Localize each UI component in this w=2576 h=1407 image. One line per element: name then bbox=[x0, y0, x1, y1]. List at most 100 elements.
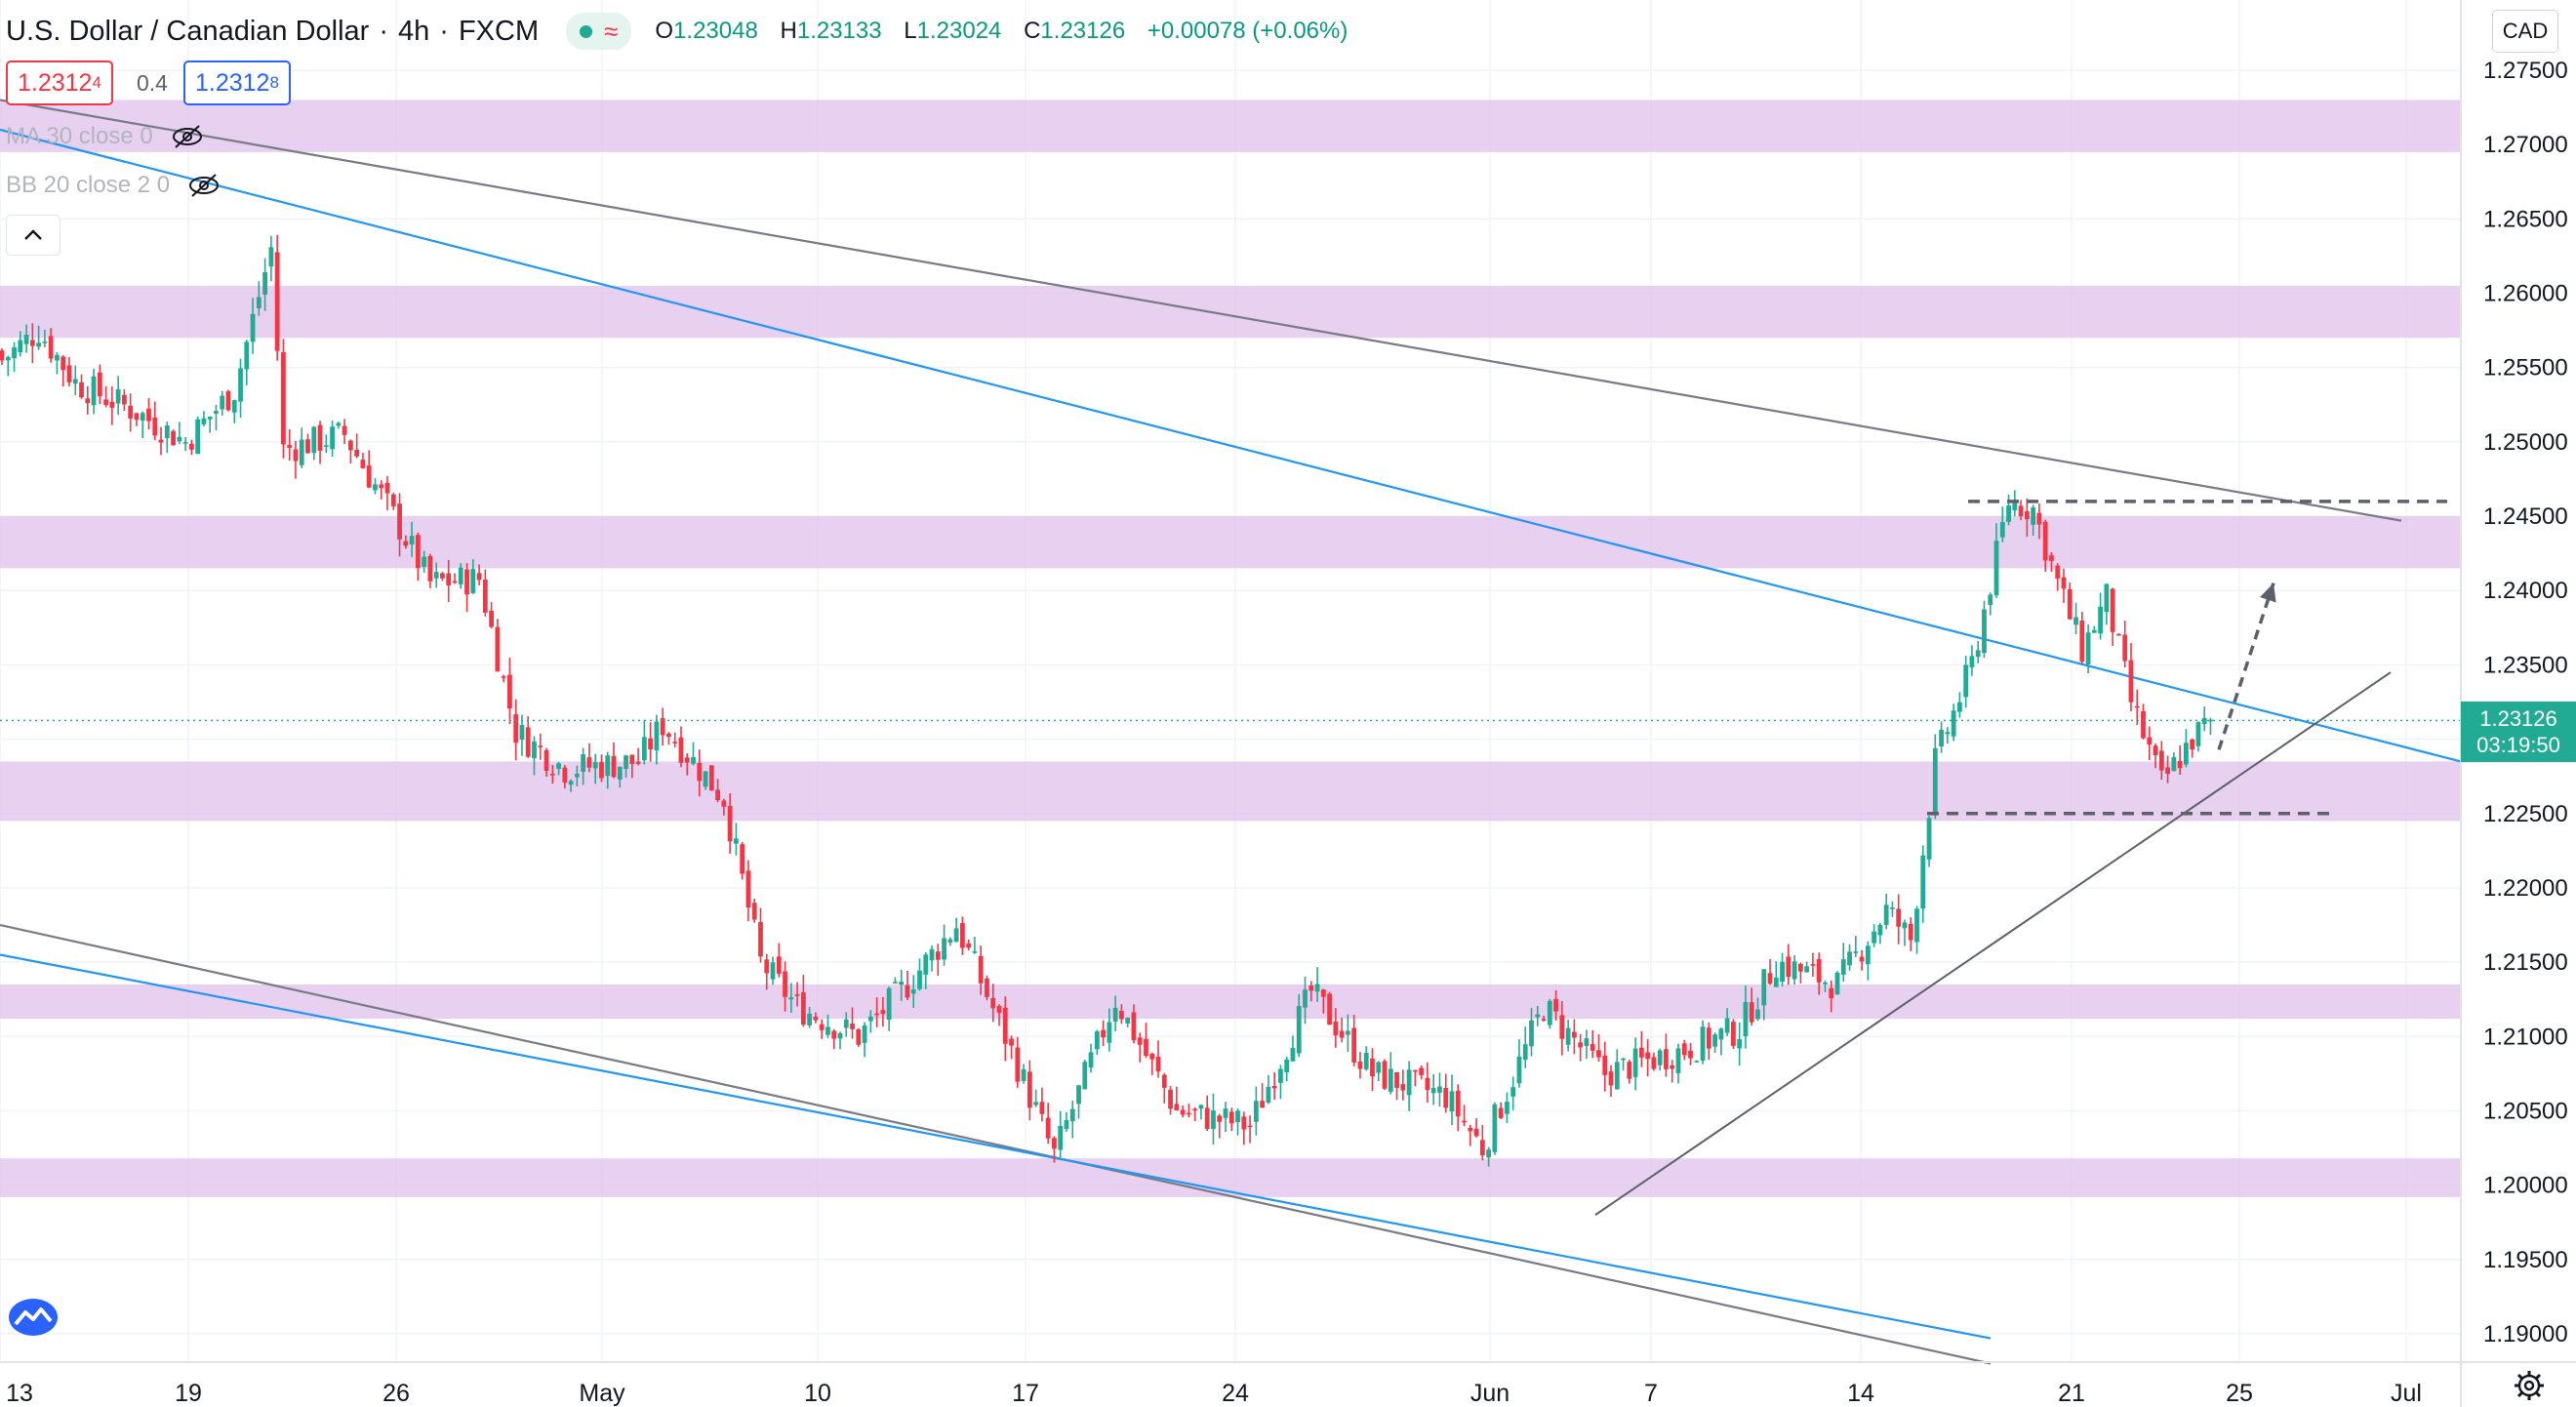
interval-label[interactable]: 4h bbox=[398, 15, 430, 47]
chevron-up-icon bbox=[24, 229, 42, 240]
candle-up bbox=[2031, 507, 2036, 525]
candle-down bbox=[1052, 1138, 1057, 1149]
candle-down bbox=[2042, 521, 2048, 561]
gear-icon[interactable] bbox=[2514, 1370, 2545, 1401]
buy-price-button[interactable]: 1.2312 8 bbox=[183, 60, 291, 105]
candle-down bbox=[354, 449, 360, 457]
candle-up bbox=[886, 987, 892, 1021]
x-tick-label: 21 bbox=[2058, 1380, 2085, 1407]
candle-up bbox=[1932, 747, 1938, 816]
collapse-legend-button[interactable] bbox=[6, 215, 60, 256]
candle-down bbox=[1144, 1038, 1148, 1057]
candle-up bbox=[703, 771, 708, 787]
currency-button[interactable]: CAD bbox=[2492, 10, 2558, 53]
candle-down bbox=[1204, 1107, 1210, 1129]
candle-up bbox=[2183, 743, 2189, 765]
candle-down bbox=[1578, 1042, 1584, 1048]
candle-up bbox=[1584, 1038, 1590, 1047]
chart-grid bbox=[0, 0, 2461, 1362]
candle-up bbox=[807, 1013, 813, 1025]
candle-up bbox=[1621, 1058, 1626, 1061]
candle-down bbox=[379, 484, 384, 489]
candle-down bbox=[672, 742, 678, 744]
candle-up bbox=[2201, 717, 2207, 725]
candle-up bbox=[1657, 1050, 1663, 1065]
candle-up bbox=[2195, 722, 2201, 746]
candle-down bbox=[97, 372, 102, 397]
candle-up bbox=[1865, 945, 1871, 965]
candle-down bbox=[1816, 959, 1822, 983]
ask-price: 1.2312 bbox=[195, 68, 270, 97]
candle-down bbox=[525, 727, 531, 757]
market-status[interactable]: ≈ bbox=[566, 13, 632, 50]
candle-down bbox=[66, 365, 72, 382]
candle-down bbox=[513, 714, 519, 744]
candle-down bbox=[2036, 512, 2042, 525]
y-tick-label: 1.20000 bbox=[2483, 1173, 2568, 1199]
candle-down bbox=[1168, 1089, 1173, 1109]
candle-down bbox=[1645, 1052, 1651, 1060]
candle-down bbox=[415, 535, 421, 569]
candle-down bbox=[360, 460, 366, 468]
candle-up bbox=[1198, 1105, 1204, 1109]
candle-down bbox=[2141, 710, 2146, 739]
wave-icon: ≈ bbox=[604, 17, 619, 46]
candle-down bbox=[1394, 1071, 1399, 1088]
candle-up bbox=[1982, 609, 1987, 654]
eye-hidden-icon[interactable] bbox=[187, 173, 221, 198]
sr-zone bbox=[0, 761, 2461, 822]
sell-price-button[interactable]: 1.2312 4 bbox=[6, 60, 113, 105]
candle-up bbox=[1235, 1110, 1240, 1122]
ohlc-values: O1.23048 H1.23133 L1.23024 C1.23126 +0.0… bbox=[655, 18, 1348, 44]
candle-down bbox=[1333, 1021, 1339, 1036]
candle-up bbox=[923, 954, 929, 975]
candle-down bbox=[158, 439, 164, 443]
candle-up bbox=[1296, 1006, 1302, 1054]
candle-up bbox=[574, 774, 580, 778]
candle-up bbox=[1088, 1052, 1094, 1068]
candle-up bbox=[929, 948, 935, 961]
eye-hidden-icon[interactable] bbox=[171, 124, 204, 149]
candle-down bbox=[2147, 737, 2153, 745]
candle-down bbox=[2079, 621, 2085, 663]
candle-down bbox=[403, 541, 409, 546]
candle-up bbox=[654, 721, 660, 751]
candle-down bbox=[495, 626, 501, 672]
candle-up bbox=[1834, 972, 1840, 995]
y-tick-label: 1.27000 bbox=[2483, 132, 2568, 158]
symbol-name[interactable]: U.S. Dollar / Canadian Dollar bbox=[6, 15, 370, 47]
candle-down bbox=[684, 757, 690, 763]
candle-up bbox=[231, 400, 237, 413]
candle-down bbox=[721, 800, 727, 807]
candle-down bbox=[171, 430, 176, 446]
y-tick-label: 1.24000 bbox=[2483, 578, 2568, 604]
candle-up bbox=[1773, 977, 1779, 987]
candle-down bbox=[427, 555, 433, 582]
candle-down bbox=[1247, 1125, 1253, 1128]
candle-down bbox=[134, 413, 140, 421]
candle-up bbox=[36, 342, 42, 347]
candle-down bbox=[959, 923, 965, 948]
x-tick-label: 19 bbox=[175, 1380, 202, 1407]
candle-up bbox=[1107, 1022, 1112, 1043]
indicator-ma[interactable]: MA 30 close 0 bbox=[6, 123, 204, 150]
candle-down bbox=[1797, 963, 1803, 972]
candle-down bbox=[0, 350, 5, 361]
tradingview-logo-icon[interactable] bbox=[8, 1298, 59, 1337]
candle-down bbox=[109, 401, 115, 408]
y-tick-label: 1.26500 bbox=[2483, 206, 2568, 232]
candle-down bbox=[1627, 1062, 1632, 1079]
x-tick-label: 10 bbox=[804, 1380, 831, 1407]
candle-down bbox=[79, 382, 84, 398]
candle-down bbox=[2116, 633, 2121, 636]
candle-down bbox=[397, 503, 402, 540]
candle-up bbox=[238, 368, 243, 402]
candle-down bbox=[281, 351, 286, 445]
candle-up bbox=[182, 442, 188, 444]
candle-up bbox=[201, 418, 207, 424]
indicator-bb[interactable]: BB 20 close 2 0 bbox=[6, 172, 221, 199]
candle-down bbox=[905, 985, 910, 998]
y-tick-label: 1.24500 bbox=[2483, 503, 2568, 530]
candle-down bbox=[1602, 1055, 1608, 1075]
